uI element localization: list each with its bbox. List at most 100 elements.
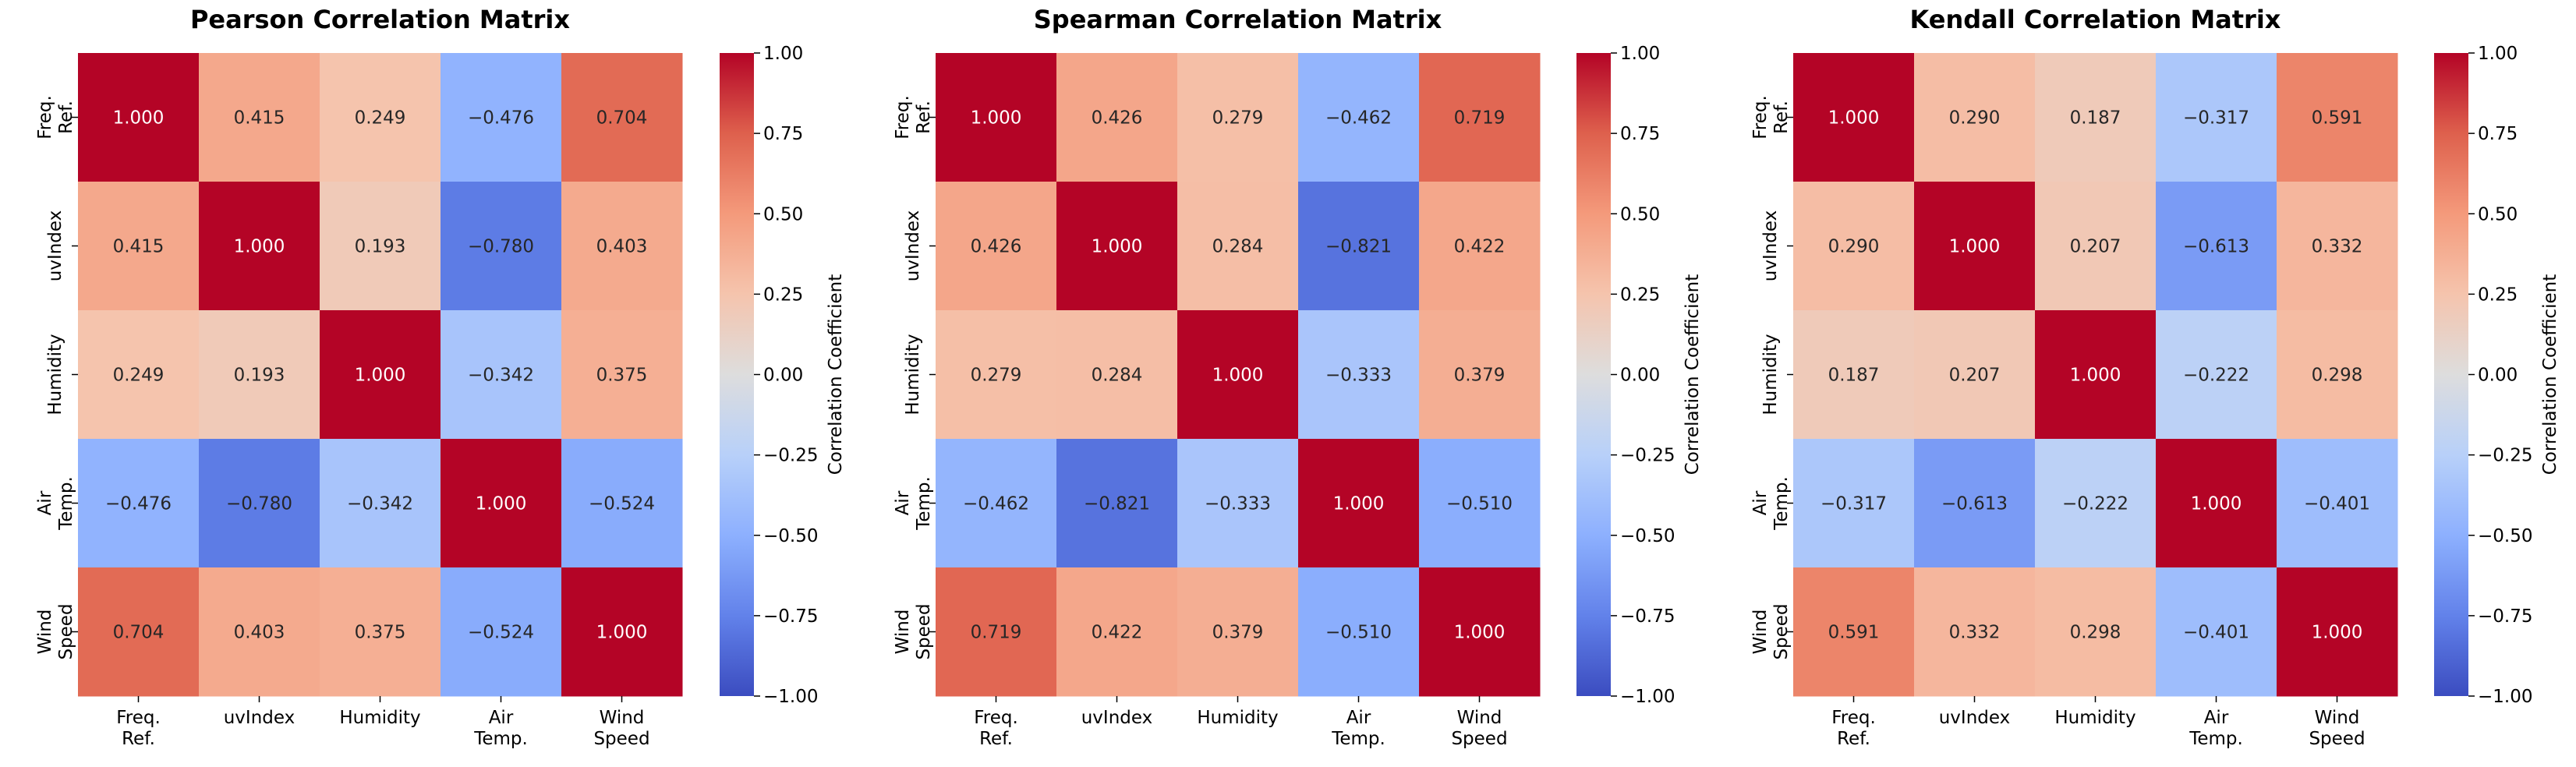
- heatmap-cell: [1056, 439, 1178, 568]
- heatmap-cell: [936, 439, 1057, 568]
- cell-value-label: 0.719: [1454, 108, 1506, 129]
- heatmap-cell: [441, 53, 562, 182]
- colorbar-tick-label: −0.50: [1620, 526, 1675, 546]
- heatmap-cell: [199, 182, 320, 311]
- colorbar-tick-label: −1.00: [1620, 687, 1675, 707]
- x-tick-label: Humidity: [339, 708, 420, 728]
- cell-value-label: 0.279: [971, 366, 1022, 386]
- x-tick-label: uvIndex: [1081, 708, 1153, 728]
- colorbar-tick-label: −0.25: [763, 446, 818, 466]
- cell-value-label: −0.780: [226, 494, 292, 514]
- heatmap-cell: [320, 182, 441, 311]
- x-tick-label: Air Temp.: [1331, 708, 1385, 749]
- chart-title: Pearson Correlation Matrix: [190, 5, 570, 34]
- cell-value-label: 0.426: [1092, 108, 1143, 129]
- cell-value-label: 0.422: [1454, 237, 1506, 257]
- cell-value-label: 0.719: [971, 623, 1022, 643]
- heatmap-cell: [2035, 182, 2157, 311]
- heatmap-cell: [320, 310, 441, 440]
- cell-value-label: 0.207: [1949, 366, 2001, 386]
- colorbar-tick-label: −1.00: [2478, 687, 2532, 707]
- heatmap-cell: [2156, 182, 2277, 311]
- x-tick-label: Freq. Ref.: [974, 708, 1018, 749]
- cell-value-label: −0.510: [1446, 494, 1513, 514]
- heatmap-cell: [1419, 53, 1541, 182]
- heatmap-cell: [78, 310, 200, 440]
- colorbar-tick-label: −0.75: [2478, 606, 2532, 627]
- heatmap-cell: [199, 53, 320, 182]
- heatmap-cell: [441, 182, 562, 311]
- heatmap-cell: [2277, 567, 2398, 697]
- y-tick-label: Humidity: [1760, 334, 1781, 415]
- y-tick-label: Humidity: [45, 334, 65, 415]
- cell-value-label: 1.000: [1828, 108, 1880, 129]
- cell-value-label: 0.403: [234, 623, 285, 643]
- y-tick-label: Freq.Ref.: [1750, 95, 1792, 140]
- cell-value-label: 0.415: [113, 237, 165, 257]
- heatmap-cell: [78, 439, 200, 568]
- cell-value-label: 0.193: [234, 366, 285, 386]
- colorbar-tick-label: 1.00: [1620, 44, 1660, 64]
- colorbar-tick-label: −0.25: [2478, 446, 2532, 466]
- y-tick-label: AirTemp.: [893, 476, 934, 531]
- cell-value-label: 0.187: [1828, 366, 1880, 386]
- heatmap-cell: [2277, 439, 2398, 568]
- heatmap-cell: [936, 182, 1057, 311]
- heatmap-cell: [2277, 53, 2398, 182]
- heatmap-cell: [441, 310, 562, 440]
- colorbar-tick-label: 0.25: [763, 285, 803, 305]
- colorbar-tick-label: 0.00: [2478, 366, 2518, 386]
- heatmap-cell: [441, 567, 562, 697]
- cell-value-label: −0.401: [2183, 623, 2249, 643]
- heatmap-cell: [2277, 182, 2398, 311]
- heatmap-cell: [1793, 567, 1915, 697]
- heatmap-cell: [1419, 310, 1541, 440]
- colorbar-tick-label: 0.25: [1620, 285, 1660, 305]
- colorbar-tick-label: 0.75: [1620, 124, 1660, 144]
- heatmap-cell: [1298, 310, 1420, 440]
- cell-value-label: −0.333: [1325, 366, 1392, 386]
- cell-value-label: 0.284: [1092, 366, 1143, 386]
- heatmap-cell: [199, 439, 320, 568]
- cell-value-label: 1.000: [234, 237, 285, 257]
- cell-value-label: 0.422: [1092, 623, 1143, 643]
- heatmap-cell: [1419, 182, 1541, 311]
- y-tick-label: AirTemp.: [1750, 476, 1792, 531]
- chart-title: Kendall Correlation Matrix: [1910, 5, 2281, 34]
- colorbar-tick-label: 0.50: [1620, 204, 1660, 224]
- cell-value-label: 0.704: [596, 108, 648, 129]
- colorbar-tick-label: 0.25: [2478, 285, 2518, 305]
- cell-value-label: 0.279: [1212, 108, 1264, 129]
- colorbar-tick-label: −0.75: [763, 606, 818, 627]
- cell-value-label: 1.000: [1949, 237, 2001, 257]
- cell-value-label: 0.332: [1949, 623, 2001, 643]
- colorbar: [720, 53, 754, 696]
- cell-value-label: 0.249: [355, 108, 406, 129]
- cell-value-label: −0.317: [2183, 108, 2249, 129]
- cell-value-label: −0.222: [2183, 366, 2249, 386]
- heatmap-cell: [2035, 439, 2157, 568]
- y-tick-label: uvIndex: [903, 210, 923, 282]
- heatmap-cell: [1914, 439, 2036, 568]
- cell-value-label: −0.342: [468, 366, 534, 386]
- colorbar-tick-label: 1.00: [2478, 44, 2518, 64]
- cell-value-label: −0.342: [347, 494, 413, 514]
- cell-value-label: 0.704: [113, 623, 165, 643]
- cell-value-label: 1.000: [355, 366, 406, 386]
- heatmap-panel: Spearman Correlation Matrix 1.000 0.426 0.2…: [893, 5, 1703, 749]
- colorbar-tick-label: 0.75: [763, 124, 803, 144]
- cell-value-label: −0.317: [1821, 494, 1887, 514]
- heatmap-cell: [1056, 310, 1178, 440]
- cell-value-label: 1.000: [2070, 366, 2121, 386]
- cell-value-label: −0.462: [963, 494, 1029, 514]
- cell-value-label: 1.000: [2312, 623, 2363, 643]
- heatmap-cell: [1177, 182, 1299, 311]
- heatmap-panel: Pearson Correlation Matrix 1.000 0.415 0.24…: [35, 5, 846, 749]
- heatmap-cell: [78, 53, 200, 182]
- heatmap-cell: [2156, 567, 2277, 697]
- y-tick-label: WindSpeed: [35, 603, 76, 659]
- cell-value-label: −0.222: [2062, 494, 2128, 514]
- y-tick-label: uvIndex: [45, 210, 65, 282]
- heatmap-cell: [320, 439, 441, 568]
